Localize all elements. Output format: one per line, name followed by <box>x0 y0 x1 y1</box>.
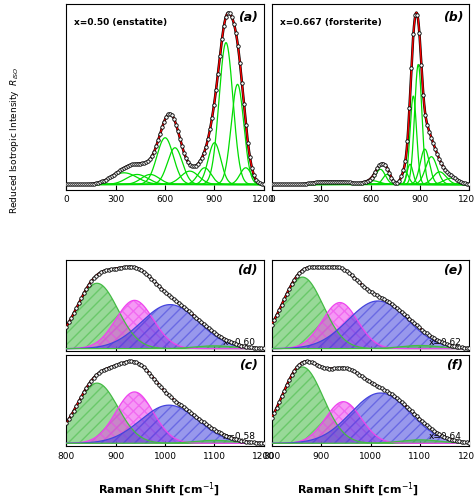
Text: (a): (a) <box>238 11 258 24</box>
Text: x=0.64: x=0.64 <box>428 431 461 440</box>
Text: (b): (b) <box>443 11 463 24</box>
Text: (c): (c) <box>239 358 258 371</box>
Text: x=0.58: x=0.58 <box>223 431 256 440</box>
Text: (f): (f) <box>447 358 463 371</box>
Text: x=0.60: x=0.60 <box>223 337 256 346</box>
Text: Raman Shift [cm$^{-1}$]: Raman Shift [cm$^{-1}$] <box>98 480 220 498</box>
Text: (d): (d) <box>237 264 258 277</box>
Text: (e): (e) <box>443 264 463 277</box>
Text: Raman Shift [cm$^{-1}$]: Raman Shift [cm$^{-1}$] <box>297 480 419 498</box>
Text: x=0.50 (enstatite): x=0.50 (enstatite) <box>74 18 167 27</box>
Text: Reduced Isotropic Intensity  $R_{ISO}$: Reduced Isotropic Intensity $R_{ISO}$ <box>8 67 21 214</box>
Text: x=0.62: x=0.62 <box>428 337 461 346</box>
Text: x=0.667 (forsterite): x=0.667 (forsterite) <box>280 18 382 27</box>
